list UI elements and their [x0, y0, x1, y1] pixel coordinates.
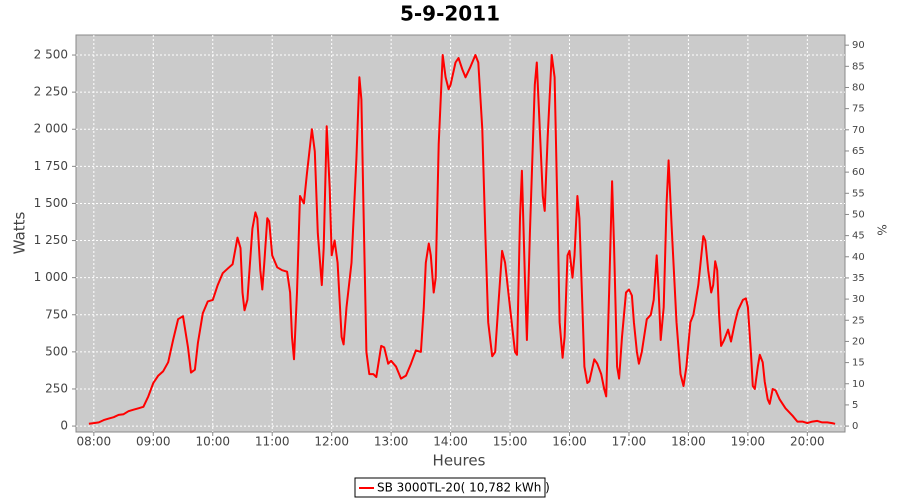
x-tick-label: 19:00 [731, 435, 766, 449]
y-tick-label: 250 [45, 381, 68, 395]
y2-tick-label: 70 [852, 125, 865, 136]
y2-tick-label: 90 [852, 40, 865, 51]
y2-tick-label: 65 [852, 146, 865, 157]
y2-tick-label: 50 [852, 209, 865, 220]
y-tick-label: 1 000 [34, 270, 68, 284]
y-tick-label: 1 750 [34, 159, 68, 173]
x-tick-label: 13:00 [374, 435, 409, 449]
y2-tick-label: 0 [852, 421, 858, 432]
x-tick-label: 14:00 [433, 435, 468, 449]
y2-tick-label: 40 [852, 252, 865, 263]
x-axis-label: Heures [433, 452, 486, 470]
legend-label: SB 3000TL-20( 10,782 kWh ) [377, 481, 550, 495]
x-tick-label: 16:00 [552, 435, 587, 449]
y2-tick-label: 20 [852, 336, 865, 347]
x-tick-label: 15:00 [493, 435, 528, 449]
y2-tick-label: 75 [852, 104, 865, 115]
series-line [88, 54, 836, 425]
y-tick-label: 750 [45, 307, 68, 321]
chart-title: 5-9-2011 [400, 2, 500, 26]
y-axis-label: Watts [11, 212, 29, 255]
y2-tick-label: 35 [852, 273, 865, 284]
x-tick-label: 09:00 [136, 435, 171, 449]
y2-tick-label: 5 [852, 400, 858, 411]
y-tick-label: 2 000 [34, 122, 68, 136]
x-tick-label: 10:00 [195, 435, 230, 449]
y2-tick-label: 60 [852, 167, 865, 178]
y2-tick-label: 80 [852, 82, 865, 93]
y-tick-label: 0 [60, 419, 68, 433]
y-tick-label: 1 500 [34, 196, 68, 210]
x-tick-label: 18:00 [671, 435, 706, 449]
y2-tick-label: 85 [852, 61, 865, 72]
y2-tick-label: 15 [852, 358, 865, 369]
y2-tick-label: 55 [852, 188, 865, 199]
x-tick-label: 20:00 [790, 435, 825, 449]
y2-tick-label: 25 [852, 315, 865, 326]
y2-tick-label: 45 [852, 231, 865, 242]
legend [354, 477, 546, 498]
x-tick-label: 08:00 [77, 435, 112, 449]
y-tick-label: 1 250 [34, 233, 68, 247]
y-tick-label: 2 500 [34, 48, 68, 62]
x-tick-label: 17:00 [612, 435, 647, 449]
y2-tick-label: 10 [852, 379, 865, 390]
x-tick-label: 11:00 [255, 435, 290, 449]
y2-axis-label: % [875, 224, 889, 235]
x-tick-label: 12:00 [314, 435, 349, 449]
y-tick-label: 2 250 [34, 85, 68, 99]
plot-area [75, 34, 846, 433]
y-tick-label: 500 [45, 344, 68, 358]
y2-tick-label: 30 [852, 294, 865, 305]
